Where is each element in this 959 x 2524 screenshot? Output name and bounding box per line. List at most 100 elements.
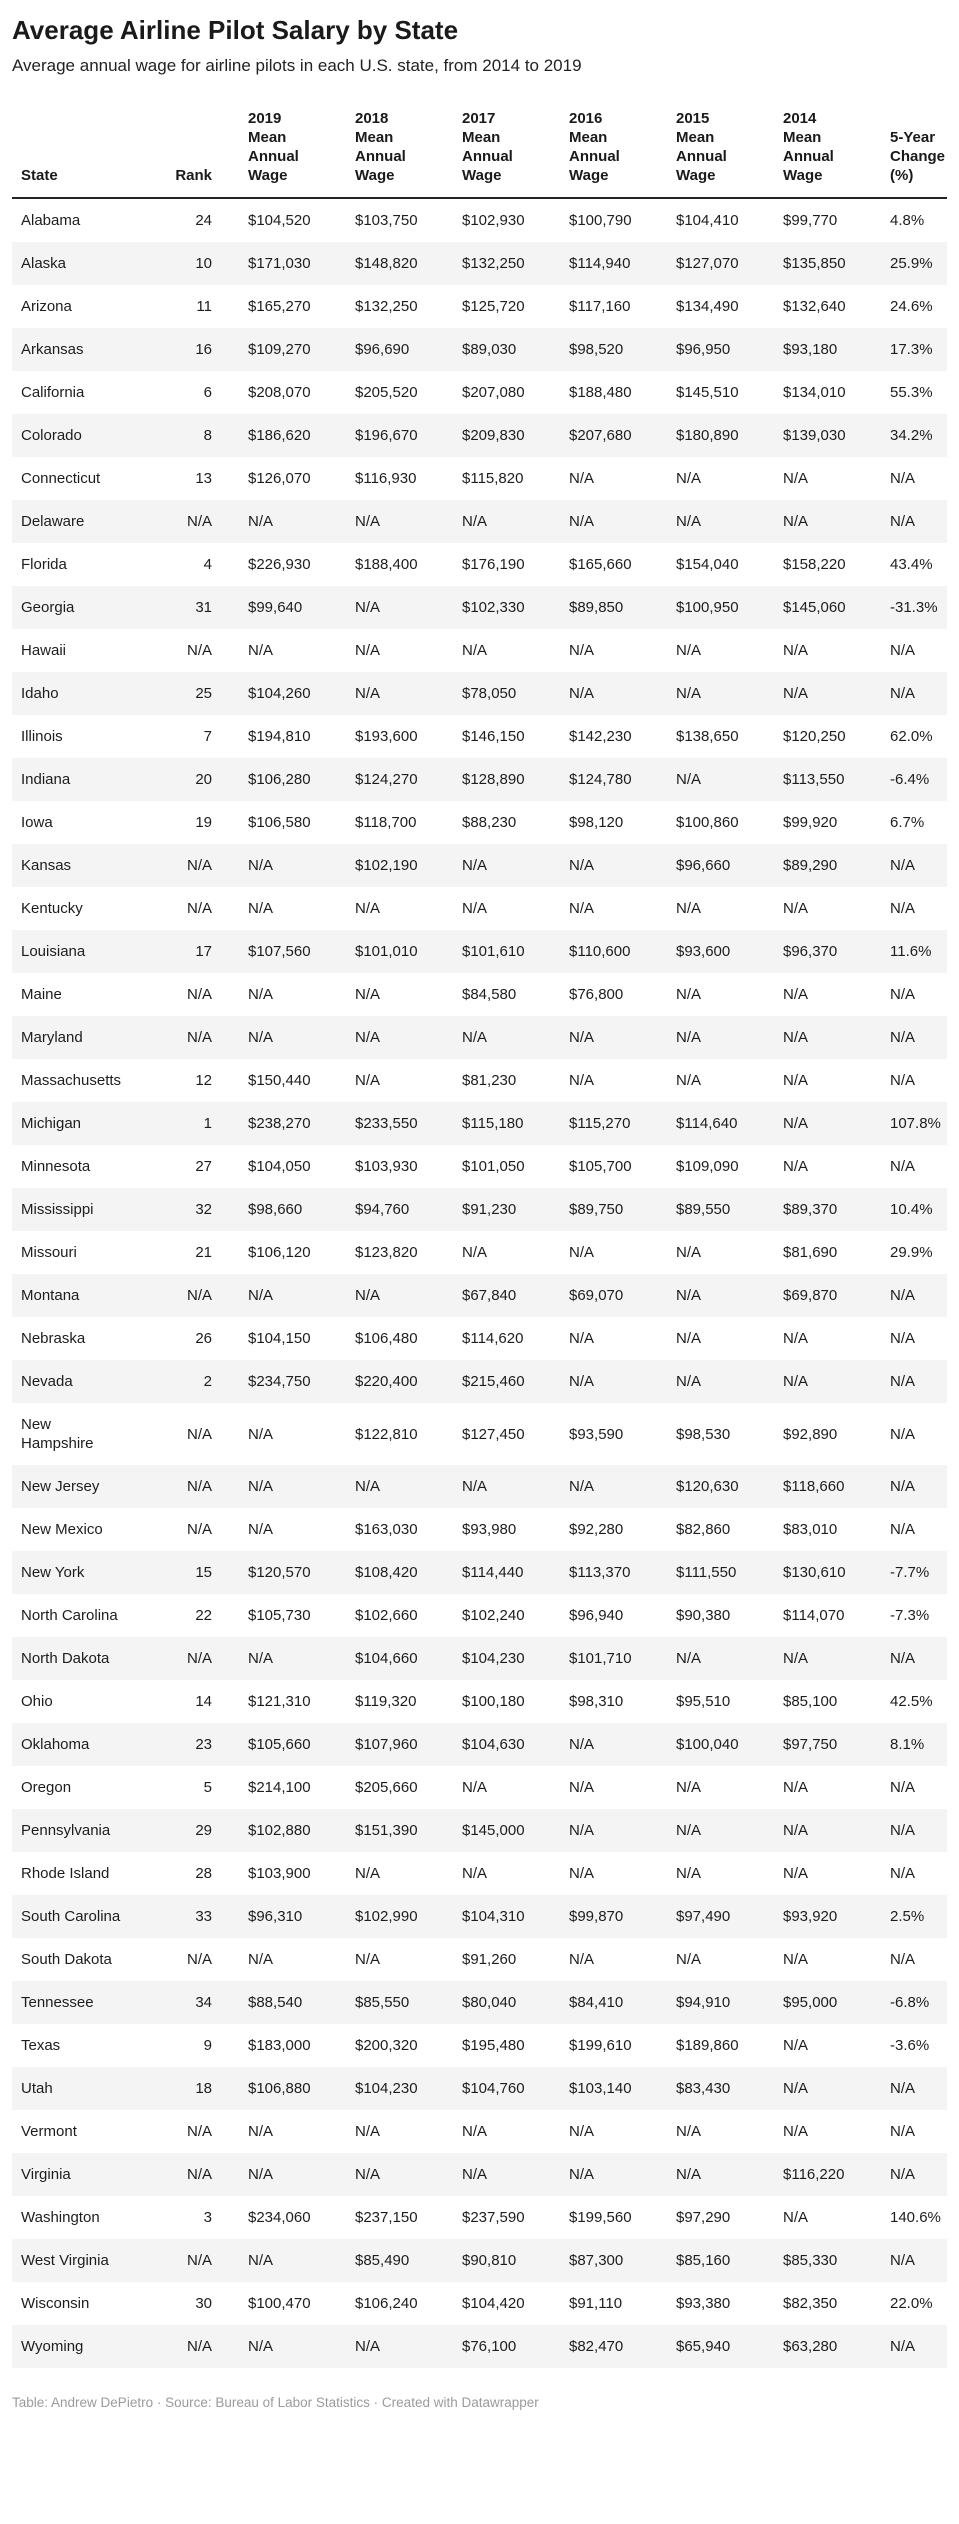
cell-wage-2017: $84,580 — [462, 986, 517, 1003]
cell-wage-2019: N/A — [248, 2166, 274, 2183]
cell-state: South Dakota — [12, 1938, 160, 1981]
cell-wage-2019: N/A — [248, 986, 274, 1003]
state-name: Montana — [21, 1287, 80, 1304]
cell-rank: N/A — [186, 900, 212, 917]
cell-wage-2016: $124,780 — [569, 771, 632, 788]
cell-wage-2014: N/A — [783, 513, 809, 530]
cell-wage-2014: $114,070 — [783, 1607, 845, 1624]
cell-rank: N/A — [186, 986, 212, 1003]
cell-wage-2014: $85,100 — [783, 1693, 838, 1710]
cell-wage-2018: $103,750 — [355, 212, 418, 229]
cell-rank: 19 — [195, 814, 212, 831]
cell-rank: N/A — [186, 1951, 212, 1968]
cell-wage-2019: $165,270 — [248, 298, 311, 315]
cell-wage-2016: $100,790 — [569, 212, 632, 229]
cell-wage-2017: $128,890 — [462, 771, 525, 788]
cell-five-year-change: N/A — [890, 1951, 916, 1968]
state-name: Delaware — [21, 513, 85, 530]
table-row: Montana N/A N/A N/A $67,840 $69,070 N/A $69,870… — [12, 1274, 947, 1317]
cell-state: Maine — [12, 973, 160, 1016]
column-header-wage-2018: 2018 Mean Annual Wage — [325, 93, 432, 199]
cell-wage-2018: N/A — [355, 1951, 381, 1968]
cell-wage-2017: $102,930 — [462, 212, 525, 229]
cell-wage-2016: $101,710 — [569, 1650, 632, 1667]
cell-rank: 21 — [195, 1244, 212, 1261]
cell-wage-2015: $65,940 — [676, 2338, 731, 2355]
cell-five-year-change: N/A — [890, 1158, 916, 1175]
state-name: New Mexico — [21, 1521, 103, 1538]
cell-wage-2014: N/A — [783, 2123, 809, 2140]
cell-five-year-change: N/A — [890, 1822, 916, 1839]
cell-wage-2015: $104,410 — [676, 212, 739, 229]
cell-rank: N/A — [186, 642, 212, 659]
cell-wage-2014: N/A — [783, 2037, 809, 2054]
cell-wage-2017: $89,030 — [462, 341, 517, 358]
cell-wage-2018: N/A — [355, 599, 381, 616]
table-row: Florida 4 $226,930 $188,400 $176,190 $165,660… — [12, 543, 947, 586]
table-row: Washington 3 $234,060 $237,150 $237,590 $199,… — [12, 2196, 947, 2239]
cell-state: Wisconsin — [12, 2282, 160, 2325]
cell-rank: 6 — [203, 384, 212, 401]
cell-wage-2014: N/A — [783, 1115, 809, 1132]
cell-wage-2018: $104,660 — [355, 1650, 418, 1667]
cell-rank: 2 — [203, 1373, 212, 1390]
cell-wage-2018: N/A — [355, 900, 381, 917]
cell-rank: 4 — [203, 556, 212, 573]
cell-rank: 28 — [195, 1865, 212, 1882]
cell-wage-2016: N/A — [569, 1478, 595, 1495]
cell-wage-2019: N/A — [248, 1951, 274, 1968]
state-name: Virginia — [21, 2166, 71, 2183]
cell-wage-2017: $101,050 — [462, 1158, 525, 1175]
cell-state: Maryland — [12, 1016, 160, 1059]
cell-wage-2019: $104,150 — [248, 1330, 311, 1347]
cell-wage-2019: N/A — [248, 513, 274, 530]
cell-state: Wyoming — [12, 2325, 160, 2368]
cell-wage-2019: N/A — [248, 2252, 274, 2269]
cell-wage-2019: $102,880 — [248, 1822, 311, 1839]
cell-wage-2017: N/A — [462, 513, 488, 530]
cell-five-year-change: 2.5% — [890, 1908, 925, 1925]
cell-wage-2015: $100,860 — [676, 814, 739, 831]
cell-wage-2018: $104,230 — [355, 2080, 418, 2097]
cell-state: Minnesota — [12, 1145, 160, 1188]
cell-state: New Jersey — [12, 1465, 160, 1508]
cell-wage-2015: N/A — [676, 1822, 702, 1839]
table-row: Mississippi 32 $98,660 $94,760 $91,230 $89,75… — [12, 1188, 947, 1231]
cell-wage-2015: N/A — [676, 1244, 702, 1261]
cell-five-year-change: N/A — [890, 1425, 916, 1443]
cell-state: Tennessee — [12, 1981, 160, 2024]
cell-wage-2019: $99,640 — [248, 599, 303, 616]
cell-wage-2017: N/A — [462, 1244, 488, 1261]
cell-wage-2017: $125,720 — [462, 298, 525, 315]
cell-wage-2017: $78,050 — [462, 685, 517, 702]
state-name: Nebraska — [21, 1330, 86, 1347]
cell-wage-2016: $103,140 — [569, 2080, 632, 2097]
cell-wage-2017: $209,830 — [462, 427, 525, 444]
cell-wage-2015: $127,070 — [676, 255, 739, 272]
table-row: Utah 18 $106,880 $104,230 $104,760 $103,140 $8… — [12, 2067, 947, 2110]
cell-wage-2015: $96,950 — [676, 341, 731, 358]
cell-wage-2018: $85,490 — [355, 2252, 410, 2269]
cell-wage-2017: N/A — [462, 1779, 488, 1796]
cell-wage-2014: N/A — [783, 1029, 809, 1046]
table-row: Maine N/A N/A N/A $84,580 $76,800 N/A N/A N/A — [12, 973, 947, 1016]
cell-rank: 30 — [195, 2295, 212, 2312]
cell-wage-2016: N/A — [569, 857, 595, 874]
cell-wage-2019: $226,930 — [248, 556, 311, 573]
cell-five-year-change: -6.4% — [890, 771, 930, 788]
cell-five-year-change: 8.1% — [890, 1736, 925, 1753]
state-name: West Virginia — [21, 2252, 109, 2269]
cell-wage-2014: $120,250 — [783, 728, 846, 745]
table-row: Massachusetts 12 $150,440 N/A $81,230 N/A N/A N… — [12, 1059, 947, 1102]
cell-wage-2017: N/A — [462, 1478, 488, 1495]
state-name: Wisconsin — [21, 2295, 90, 2312]
cell-wage-2015: $100,950 — [676, 599, 739, 616]
cell-wage-2019: $126,070 — [248, 470, 311, 487]
cell-wage-2014: $95,000 — [783, 1994, 838, 2011]
state-name: Kansas — [21, 857, 72, 874]
cell-rank: 26 — [195, 1330, 212, 1347]
cell-rank: 10 — [195, 255, 212, 272]
state-name: Kentucky — [21, 900, 83, 917]
cell-wage-2017: N/A — [462, 2166, 488, 2183]
cell-wage-2015: $145,510 — [676, 384, 739, 401]
